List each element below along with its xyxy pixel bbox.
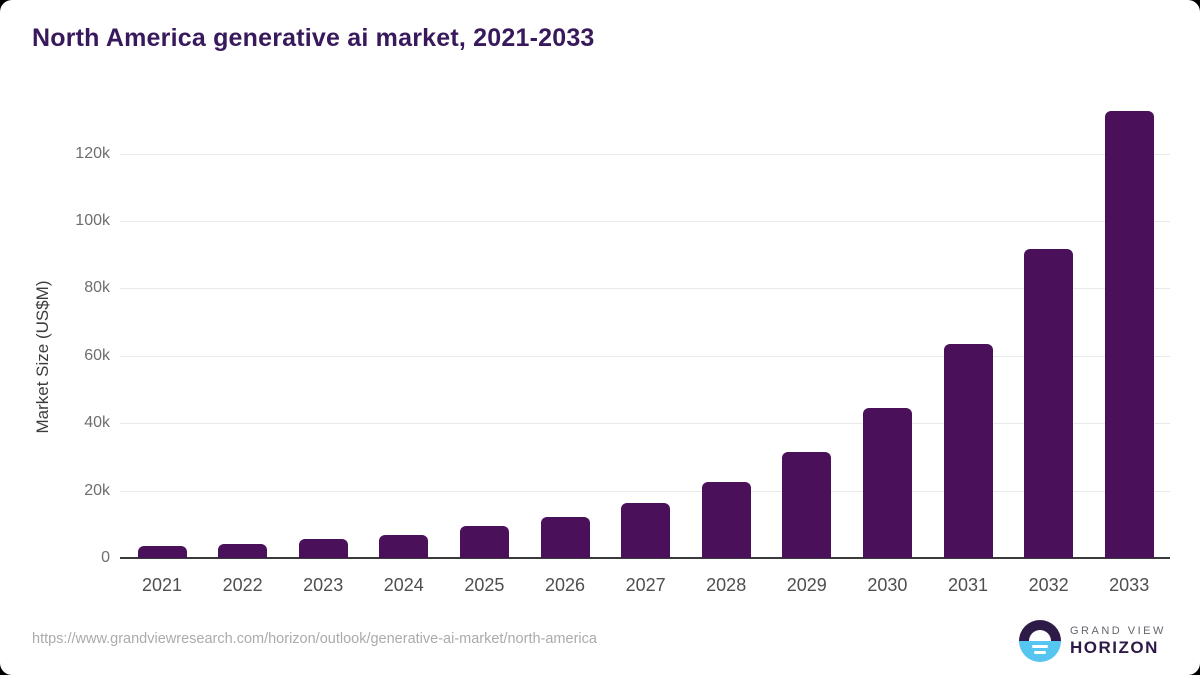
grand-view-horizon-logo: GRAND VIEW HORIZON <box>1019 620 1166 662</box>
bar-2028 <box>701 481 751 558</box>
x-axis-line <box>120 557 1170 559</box>
y-tick-label: 120k <box>75 144 110 162</box>
bar-2021 <box>137 546 187 558</box>
y-tick-label: 0 <box>101 549 110 566</box>
bar-2033 <box>1104 111 1154 558</box>
bar-2022 <box>218 543 268 558</box>
water-reflection-icon <box>1034 651 1046 654</box>
source-url: https://www.grandviewresearch.com/horizo… <box>32 631 597 647</box>
x-tick-label: 2024 <box>383 575 424 595</box>
water-reflection-icon <box>1032 645 1048 648</box>
logo-grand-view-label: GRAND VIEW <box>1070 625 1166 637</box>
gridline <box>120 423 1170 425</box>
bar-2024 <box>379 534 429 558</box>
bar-2030 <box>862 407 912 558</box>
bar-2029 <box>782 452 832 558</box>
logo-text: GRAND VIEW HORIZON <box>1070 625 1166 657</box>
y-tick-label: 60k <box>84 346 110 364</box>
x-tick-label: 2027 <box>625 575 666 595</box>
y-tick-label: 40k <box>84 414 110 432</box>
x-tick-label: 2022 <box>222 575 263 595</box>
chart-title: North America generative ai market, 2021… <box>32 24 595 52</box>
bar-2025 <box>459 525 509 558</box>
x-tick-label: 2021 <box>141 575 183 595</box>
gridline <box>120 288 1170 290</box>
logo-horizon-label: HORIZON <box>1070 638 1159 657</box>
x-tick-label: 2025 <box>464 575 505 595</box>
x-tick-label: 2033 <box>1109 575 1150 595</box>
y-tick-label: 100k <box>75 211 110 229</box>
x-tick-label: 2028 <box>706 575 747 595</box>
gridline <box>120 355 1170 357</box>
x-tick-label: 2032 <box>1028 575 1069 595</box>
sun-dome-icon <box>1029 630 1051 641</box>
x-tick-label: 2030 <box>867 575 908 595</box>
bar-2023 <box>298 538 348 558</box>
gridline <box>120 153 1170 155</box>
bar-2027 <box>621 502 671 558</box>
bar-2032 <box>1024 249 1074 558</box>
gridline <box>120 490 1170 492</box>
y-tick-label: 80k <box>84 279 110 297</box>
y-tick-label: 20k <box>84 481 110 499</box>
sunrise-horizon-circle-icon <box>1019 620 1061 662</box>
bar-2026 <box>540 517 590 558</box>
x-tick-label: 2029 <box>786 575 827 595</box>
gridline <box>120 220 1170 222</box>
x-tick-label: 2026 <box>544 575 586 595</box>
x-tick-label: 2031 <box>947 575 989 595</box>
bar-2031 <box>943 343 993 558</box>
x-tick-label: 2023 <box>303 575 344 595</box>
